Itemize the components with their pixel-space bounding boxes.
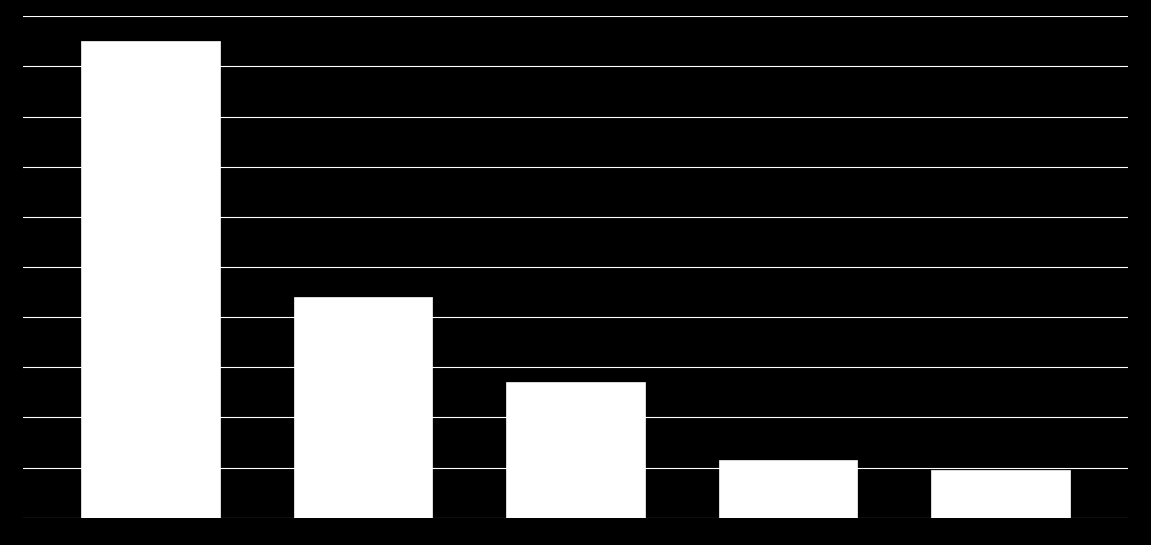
Bar (82, 41, 220, 518)
Bar (931, 470, 1069, 518)
Bar (506, 383, 645, 518)
Bar (294, 297, 432, 518)
Bar (719, 460, 857, 518)
